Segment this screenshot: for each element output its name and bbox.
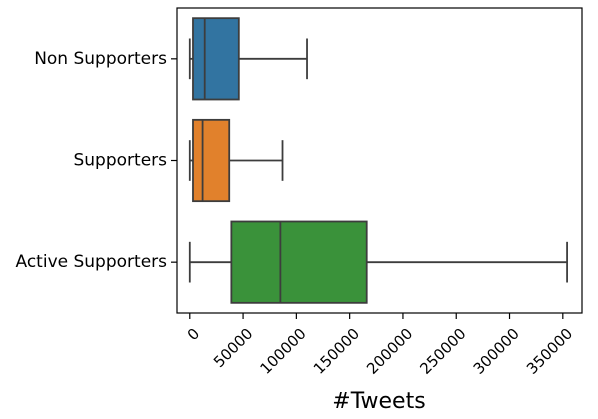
- x-tick-label: 300000: [470, 325, 523, 378]
- iqr-box: [192, 118, 231, 203]
- box-group-0: [188, 17, 308, 101]
- x-tick-label: 50000: [210, 325, 256, 371]
- y-tick-label: Active Supporters: [16, 252, 168, 272]
- x-axis-label: #Tweets: [332, 389, 425, 414]
- x-tick-label: 0: [184, 325, 203, 344]
- boxes-layer: [188, 17, 568, 304]
- x-tick-label: 150000: [310, 325, 363, 378]
- box-group-1: [188, 118, 284, 203]
- y-axis: Non Supporters Supporters Active Supporter…: [16, 49, 177, 272]
- x-tick-label: 200000: [363, 325, 416, 378]
- x-tick-label: 100000: [257, 325, 310, 378]
- x-tick-label: 250000: [416, 325, 469, 378]
- y-tick-label: Non Supporters: [34, 49, 167, 69]
- x-tick-label: 350000: [523, 325, 576, 378]
- x-axis: 0 50000 100000 150000 200000 250000 300000 3500…: [184, 313, 576, 378]
- box-group-2: [188, 220, 568, 304]
- iqr-box: [230, 220, 368, 304]
- y-tick-label: Supporters: [73, 151, 167, 171]
- iqr-box: [192, 17, 240, 101]
